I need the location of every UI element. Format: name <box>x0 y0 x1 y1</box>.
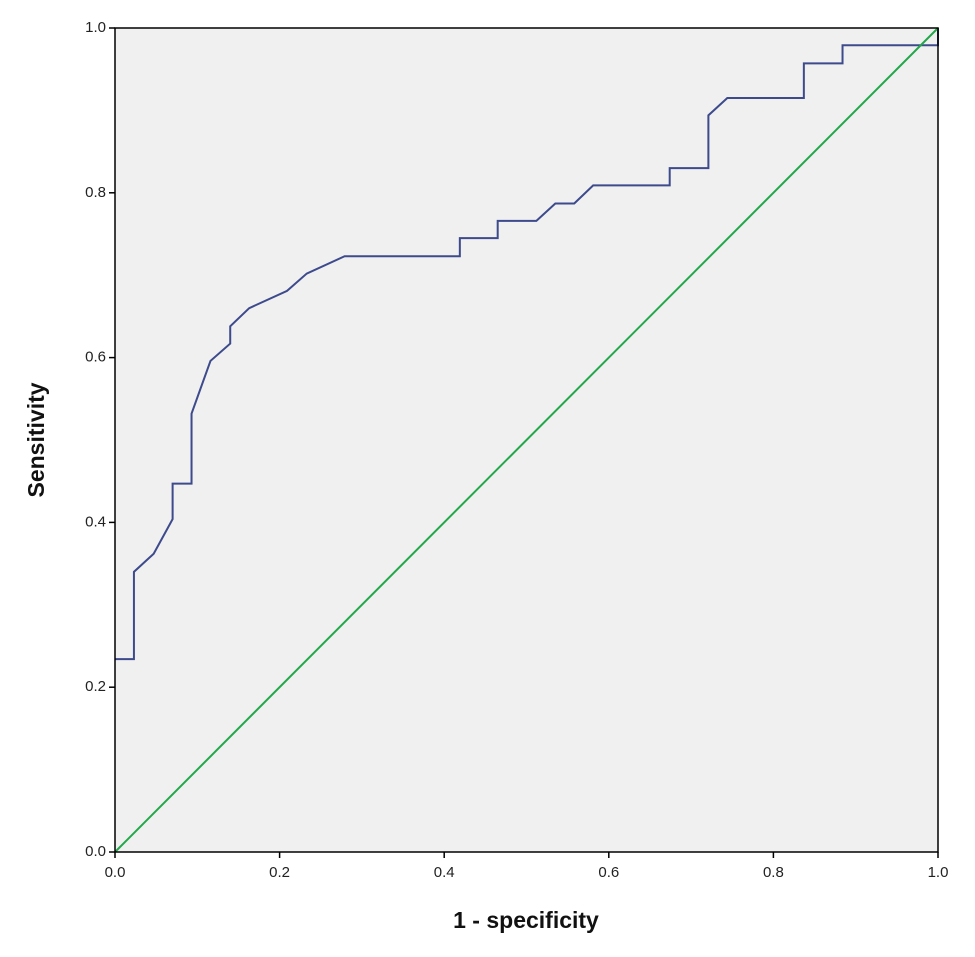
x-tick-label: 0.2 <box>269 864 290 881</box>
y-axis-title: Sensitivity <box>23 382 49 497</box>
y-tick-label: 0.6 <box>85 349 106 366</box>
y-tick-label: 1.0 <box>85 19 106 36</box>
x-tick-label: 0.8 <box>763 864 784 881</box>
x-tick-label: 0.6 <box>598 864 619 881</box>
y-tick-label: 0.2 <box>85 678 106 695</box>
x-tick-label: 0.4 <box>434 864 455 881</box>
y-tick-label: 0.8 <box>85 184 106 201</box>
plot-frame <box>114 27 939 853</box>
x-tick-label: 1.0 <box>928 864 949 881</box>
x-tick-label: 0.0 <box>105 864 126 881</box>
y-tick-label: 0.4 <box>85 513 106 530</box>
line <box>114 27 939 853</box>
y-tick-label: 0.0 <box>85 843 106 860</box>
x-axis-title: 1 - specificity <box>453 907 599 933</box>
line <box>115 28 939 661</box>
